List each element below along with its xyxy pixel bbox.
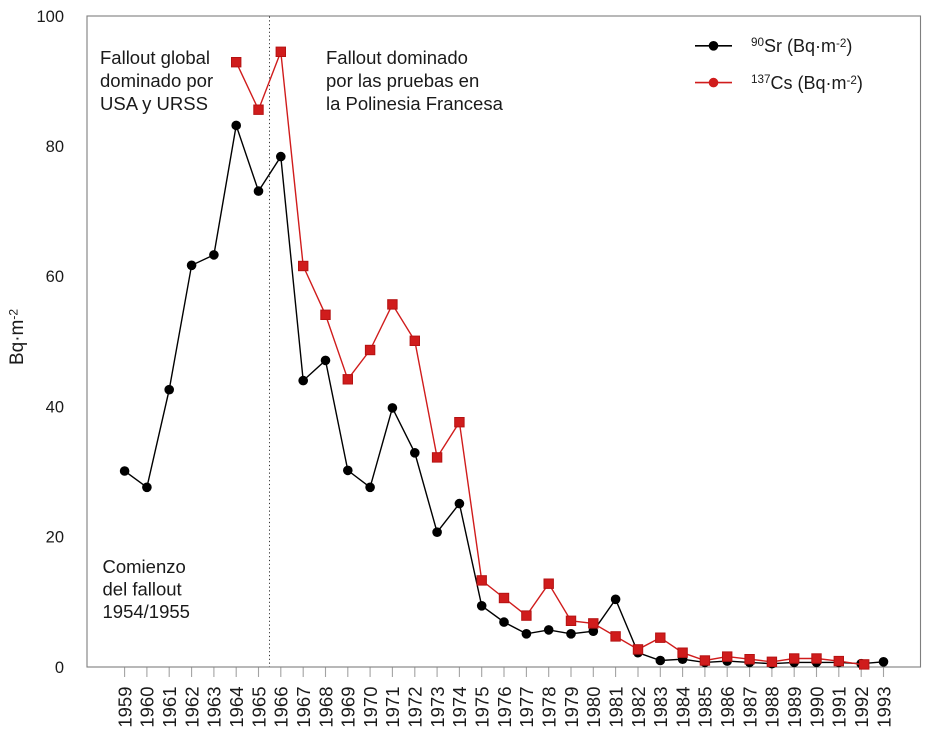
- svg-text:1969: 1969: [338, 687, 359, 728]
- svg-text:0: 0: [55, 659, 64, 677]
- svg-text:90Sr (Bq·m-2): 90Sr (Bq·m-2): [751, 36, 852, 56]
- svg-text:1960: 1960: [137, 687, 158, 728]
- svg-text:1991: 1991: [829, 687, 850, 728]
- svg-text:Fallout global: Fallout global: [100, 47, 210, 68]
- svg-text:1973: 1973: [427, 687, 448, 728]
- svg-text:dominado por: dominado por: [100, 70, 213, 91]
- svg-text:1988: 1988: [762, 687, 783, 728]
- svg-text:1984: 1984: [672, 687, 693, 728]
- svg-text:20: 20: [46, 529, 64, 547]
- svg-text:1964: 1964: [226, 687, 247, 728]
- svg-text:USA y URSS: USA y URSS: [100, 93, 208, 114]
- svg-text:1992: 1992: [851, 687, 872, 728]
- svg-text:1959: 1959: [114, 687, 135, 728]
- svg-text:1974: 1974: [449, 687, 470, 728]
- svg-text:1961: 1961: [159, 687, 180, 728]
- svg-text:1983: 1983: [650, 687, 671, 728]
- svg-text:1962: 1962: [181, 687, 202, 728]
- svg-text:80: 80: [46, 138, 64, 156]
- svg-text:1965: 1965: [248, 687, 269, 728]
- svg-text:1971: 1971: [382, 687, 403, 728]
- svg-text:1989: 1989: [784, 687, 805, 728]
- svg-text:1980: 1980: [583, 687, 604, 728]
- svg-text:1981: 1981: [605, 687, 626, 728]
- svg-text:40: 40: [46, 398, 64, 416]
- svg-text:1975: 1975: [472, 687, 493, 728]
- svg-text:1986: 1986: [717, 687, 738, 728]
- svg-text:1977: 1977: [516, 687, 537, 728]
- svg-text:1987: 1987: [739, 687, 760, 728]
- svg-text:1968: 1968: [315, 687, 336, 728]
- svg-text:Bq·m-2: Bq·m-2: [7, 309, 29, 365]
- svg-text:1993: 1993: [873, 687, 894, 728]
- svg-text:Fallout dominado: Fallout dominado: [326, 47, 468, 68]
- svg-text:1985: 1985: [695, 687, 716, 728]
- svg-text:100: 100: [36, 8, 64, 26]
- svg-text:del fallout: del fallout: [103, 578, 182, 599]
- svg-text:1982: 1982: [628, 687, 649, 728]
- svg-text:1976: 1976: [494, 687, 515, 728]
- svg-text:Comienzo: Comienzo: [103, 556, 186, 577]
- svg-text:1972: 1972: [405, 687, 426, 728]
- svg-text:1966: 1966: [271, 687, 292, 728]
- svg-text:1990: 1990: [806, 687, 827, 728]
- svg-text:1954/1955: 1954/1955: [103, 601, 190, 622]
- svg-text:1978: 1978: [539, 687, 560, 728]
- svg-text:por las pruebas en: por las pruebas en: [326, 70, 479, 91]
- svg-text:1963: 1963: [204, 687, 225, 728]
- svg-text:1979: 1979: [561, 687, 582, 728]
- svg-text:1967: 1967: [293, 687, 314, 728]
- svg-text:1970: 1970: [360, 687, 381, 728]
- svg-text:137Cs (Bq·m-2): 137Cs (Bq·m-2): [751, 73, 863, 93]
- svg-text:60: 60: [46, 268, 64, 286]
- svg-text:la Polinesia Francesa: la Polinesia Francesa: [326, 93, 504, 114]
